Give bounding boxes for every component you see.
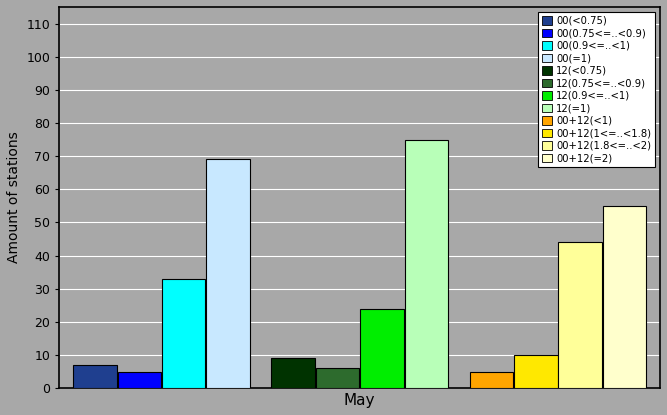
Bar <box>603 206 646 388</box>
Bar <box>206 159 249 388</box>
Bar <box>315 368 360 388</box>
Bar <box>271 359 315 388</box>
Bar <box>117 371 161 388</box>
Bar <box>514 355 558 388</box>
Legend: 00(<0.75), 00(0.75<=..<0.9), 00(0.9<=..<1), 00(=1), 12(<0.75), 12(0.75<=..<0.9),: 00(<0.75), 00(0.75<=..<0.9), 00(0.9<=..<… <box>538 12 655 167</box>
Y-axis label: Amount of stations: Amount of stations <box>7 132 21 264</box>
Bar <box>470 371 513 388</box>
Bar <box>162 279 205 388</box>
Bar <box>404 139 448 388</box>
Bar <box>360 309 404 388</box>
Bar <box>73 365 117 388</box>
Bar <box>558 242 602 388</box>
